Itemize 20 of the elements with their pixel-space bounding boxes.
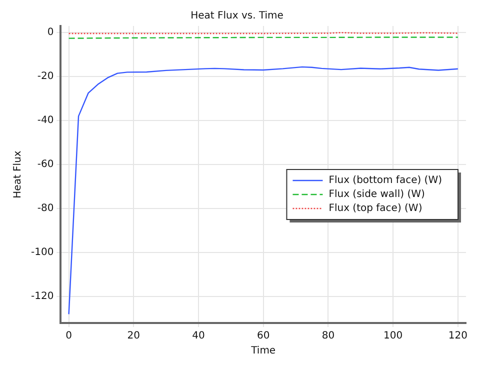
x-tick-label: 0 bbox=[66, 330, 72, 342]
y-tick-label: -80 bbox=[37, 203, 54, 214]
y-tick-label: -60 bbox=[37, 159, 54, 170]
x-tick-label: 100 bbox=[384, 330, 403, 342]
y-axis-title: Heat Flux bbox=[12, 150, 24, 198]
legend-label: Flux (side wall) (W) bbox=[328, 189, 425, 200]
y-tick-label: -40 bbox=[37, 115, 54, 126]
x-tick-label: 20 bbox=[127, 330, 140, 342]
y-tick-label: -20 bbox=[37, 71, 54, 82]
legend-label: Flux (bottom face) (W) bbox=[328, 175, 442, 186]
x-tick-label: 60 bbox=[256, 330, 270, 342]
y-tick-label: -100 bbox=[30, 247, 54, 258]
x-tick-label: 80 bbox=[322, 330, 335, 342]
y-tick-label: -120 bbox=[30, 291, 54, 302]
x-tick-label: 40 bbox=[192, 330, 205, 342]
legend-label: Flux (top face) (W) bbox=[328, 203, 422, 214]
y-tick-label: 0 bbox=[47, 27, 54, 38]
chart-title: Heat Flux vs. Time bbox=[190, 10, 284, 22]
x-tick-label: 120 bbox=[448, 330, 468, 342]
x-axis-title: Time bbox=[250, 346, 276, 357]
